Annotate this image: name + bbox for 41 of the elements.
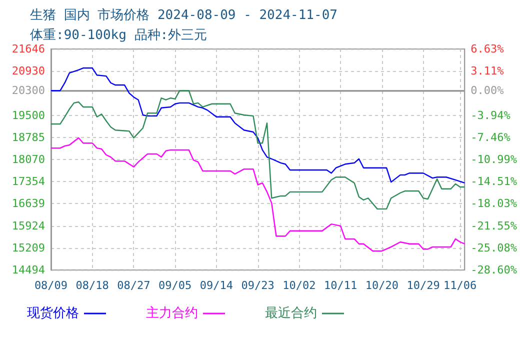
x-tick-label: 09/05: [158, 279, 192, 292]
y-tick-label: 17354: [12, 175, 46, 188]
legend-label: 主力合约: [146, 305, 198, 321]
y2-tick-label: -7.46%: [470, 130, 511, 144]
y-tick-label: 20300: [12, 84, 45, 98]
y2-tick-label: 3.11%: [470, 64, 504, 78]
line-series: [50, 137, 466, 252]
y-tick-label: 15209: [12, 241, 45, 254]
y2-tick-label: -21.55%: [470, 219, 518, 232]
line-series: [50, 90, 466, 210]
y2-tick-label: -18.03%: [470, 197, 518, 210]
x-tick-label: 08/27: [117, 279, 150, 292]
x-tick-label: 10/29: [406, 279, 440, 292]
y-tick-label: 18070: [12, 153, 45, 166]
line-series: [50, 67, 466, 184]
x-tick-label: 10/11: [324, 279, 358, 292]
y2-tick-label: -3.94%: [470, 108, 511, 122]
x-tick-label: 10/02: [282, 279, 316, 292]
y-tick-label: 21646: [12, 42, 45, 56]
y-tick-label: 14494: [12, 264, 46, 276]
legend-label: 现货价格: [27, 306, 79, 321]
chart-title: 生猪 国内 市场价格 2024-08-09 - 2024-11-07: [30, 8, 338, 23]
y-tick-label: 16639: [12, 197, 45, 210]
y-tick-label: 15924: [12, 219, 46, 232]
legend-label: 最近合约: [265, 306, 317, 321]
y2-tick-label: -10.99%: [470, 153, 518, 166]
y2-tick-label: 6.63%: [470, 42, 504, 56]
x-tick-label: 08/09: [34, 279, 68, 292]
x-tick-label: 08/18: [76, 279, 109, 292]
y2-tick-label: 0.00%: [470, 84, 504, 98]
y2-tick-label: -14.51%: [470, 175, 518, 188]
y2-tick-label: -25.08%: [470, 241, 518, 254]
chart-subtitle: 体重:90-100kg 品种:外三元: [30, 28, 208, 43]
y-tick-label: 20930: [12, 64, 45, 78]
x-tick-label: 09/14: [200, 279, 234, 292]
y-tick-label: 19500: [12, 108, 45, 122]
x-tick-label: 11/06: [443, 279, 477, 292]
x-tick-label: 10/20: [365, 279, 398, 292]
y2-tick-label: -28.60%: [470, 264, 518, 276]
y-tick-label: 18785: [12, 130, 45, 144]
x-tick-label: 09/23: [241, 279, 274, 292]
